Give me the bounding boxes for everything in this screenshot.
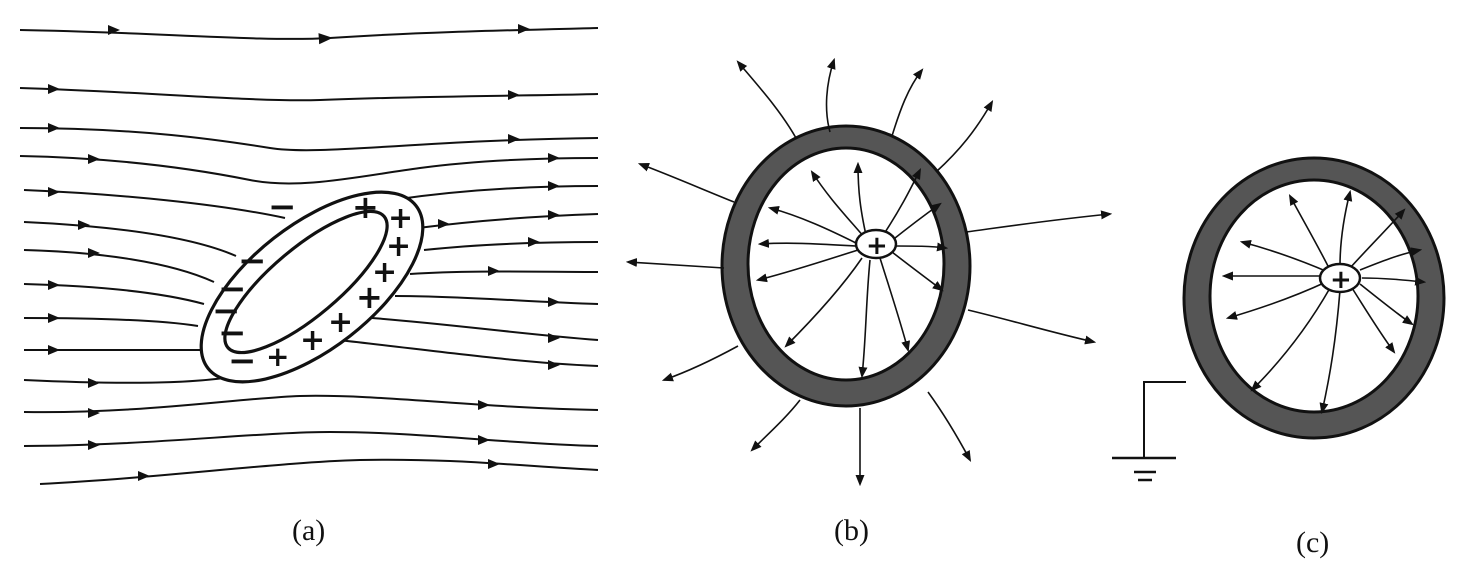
pos-charge-sign: + [356,278,383,316]
panel-b-caption: (b) [834,514,869,547]
panel-a: − − − − − − + + + + + + + + (a) [20,24,598,547]
pos-charge-sign: + [352,188,379,226]
hollow-conductor [170,157,454,417]
grounded-shell-b [722,126,970,406]
ground-icon [1112,382,1186,480]
grounded-shell-c [1184,158,1444,438]
pos-charge-sign: + [328,305,353,340]
neg-charge-sign: − [268,187,297,227]
center-charge-c-sign: + [1330,265,1352,295]
pos-charge-sign: + [266,340,289,373]
center-charge-b-sign: + [866,231,888,261]
panel-c: + (c) [1112,158,1444,559]
panel-a-caption: (a) [292,514,325,547]
pos-charge-sign: + [300,323,325,358]
panel-b: + (b) [628,60,1110,547]
panel-c-caption: (c) [1296,526,1329,559]
neg-charge-sign: − [228,341,257,381]
